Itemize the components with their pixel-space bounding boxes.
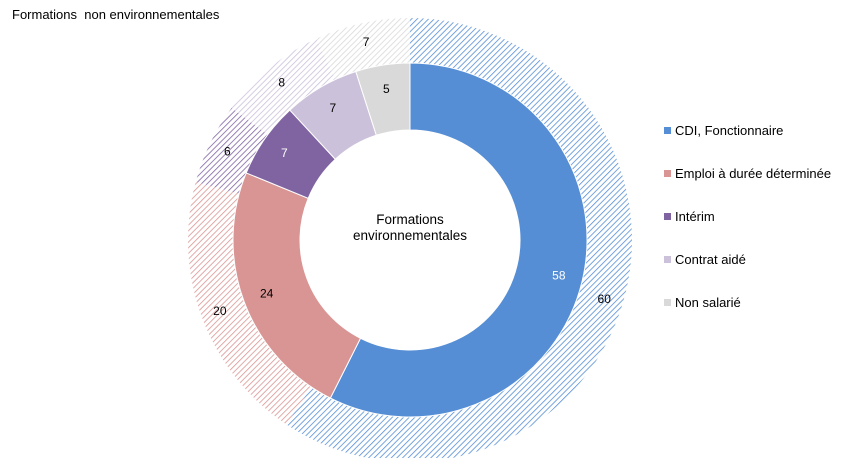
legend-swatch: [664, 170, 671, 177]
legend-label: Intérim: [675, 209, 715, 224]
slice-labels: 58 24 7 7 5 60 20 6 8 7: [213, 35, 611, 318]
legend-label: Emploi à durée déterminée: [675, 166, 832, 181]
legend-swatch: [664, 213, 671, 220]
legend-swatch: [664, 256, 671, 263]
legend-label: Contrat aidé: [675, 252, 746, 267]
legend-item: CDI, Fonctionnaire: [664, 120, 831, 141]
outer-slice-label: 7: [363, 35, 370, 49]
outer-slice: [187, 181, 312, 425]
inner-slice-label: 7: [281, 146, 288, 160]
inner-slice-label: 5: [383, 82, 390, 96]
legend-item: Emploi à durée déterminée: [664, 163, 831, 184]
outer-slice-label: 6: [224, 145, 231, 159]
outer-ring-title: Formations non environnementales: [12, 7, 220, 22]
outer-slice-label: 20: [213, 304, 227, 318]
inner-slice-label: 58: [552, 268, 566, 282]
outer-slice-label: 8: [278, 76, 285, 90]
legend-item: Non salarié: [664, 292, 831, 313]
legend: CDI, Fonctionnaire Emploi à durée déterm…: [664, 120, 831, 335]
outer-slice-label: 60: [598, 292, 612, 306]
legend-item: Contrat aidé: [664, 249, 831, 270]
inner-slice-label: 24: [260, 287, 274, 301]
legend-swatch: [664, 127, 671, 134]
legend-label: Non salarié: [675, 295, 741, 310]
legend-item: Intérim: [664, 206, 831, 227]
inner-ring: [232, 62, 588, 418]
legend-label: CDI, Fonctionnaire: [675, 123, 784, 138]
outer-slice: [195, 107, 268, 194]
inner-slice-label: 7: [329, 101, 336, 115]
inner-slice: [355, 62, 411, 136]
outer-slice: [231, 38, 336, 135]
inner-slice: [232, 172, 362, 399]
inner-slice: [329, 62, 588, 418]
outer-slice: [286, 18, 632, 458]
legend-swatch: [664, 299, 671, 306]
inner-ring-title: Formations environnementales: [352, 212, 468, 243]
